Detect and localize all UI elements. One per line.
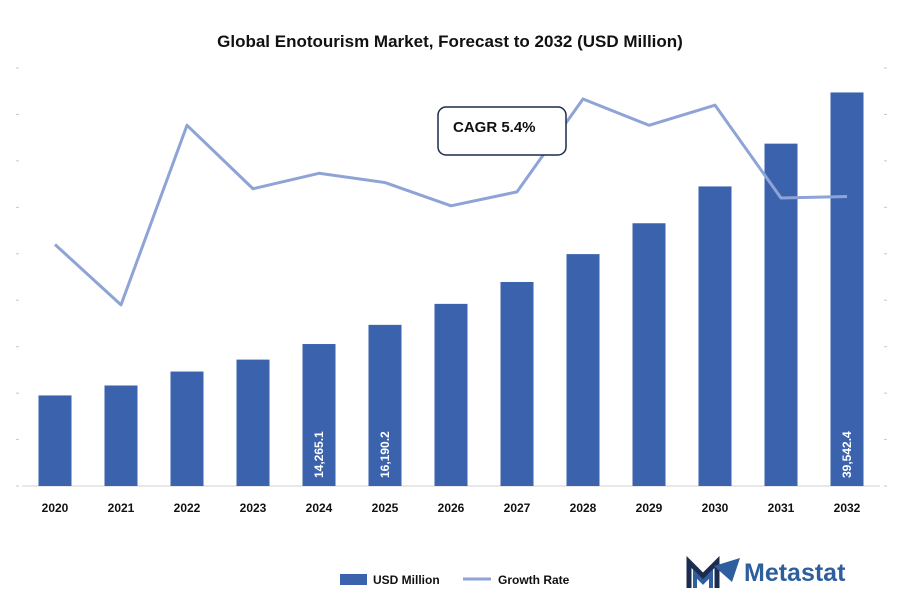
- bar-data-label: 16,190.2: [378, 431, 392, 478]
- x-tick-label: 2022: [174, 501, 201, 515]
- bar-2025: [368, 324, 402, 486]
- legend-label-growth-rate: Growth Rate: [498, 573, 570, 587]
- logo-m-inner: [693, 569, 713, 588]
- bar-2020: [38, 395, 72, 486]
- logo-arrow: [714, 558, 740, 582]
- x-tick-label: 2021: [108, 501, 135, 515]
- bar-2022: [170, 371, 204, 486]
- bar-2023: [236, 359, 270, 486]
- bar-2028: [566, 254, 600, 486]
- x-tick-label: 2026: [438, 501, 465, 515]
- bar-data-labels: 14,265.1 16,190.2 39,542.4: [312, 431, 854, 478]
- bar-2030: [698, 186, 732, 486]
- bar-2021: [104, 385, 138, 486]
- bar-2029: [632, 223, 666, 486]
- x-tick-label: 2032: [834, 501, 861, 515]
- legend-label-usd-million: USD Million: [373, 573, 440, 587]
- x-tick-label: 2029: [636, 501, 663, 515]
- bar-2026: [434, 303, 468, 486]
- x-tick-label: 2024: [306, 501, 333, 515]
- x-tick-label: 2020: [42, 501, 69, 515]
- chart-title: Global Enotourism Market, Forecast to 20…: [217, 32, 683, 51]
- bar-2024: [302, 344, 336, 486]
- legend: USD Million Growth Rate: [340, 573, 570, 587]
- metastat-logo: Metastat: [686, 555, 846, 588]
- x-tick-label: 2027: [504, 501, 531, 515]
- bar-series: [38, 92, 864, 486]
- bar-2032: [830, 92, 864, 486]
- x-tick-label: 2023: [240, 501, 267, 515]
- bar-data-label: 39,542.4: [840, 431, 854, 478]
- left-axis-ticks: [16, 67, 19, 487]
- growth-rate-series: [53, 97, 848, 307]
- x-tick-label: 2030: [702, 501, 729, 515]
- right-axis-ticks: [884, 67, 887, 487]
- metastat-m-mark: [686, 555, 740, 588]
- cagr-annotation: CAGR 5.4%: [437, 106, 567, 156]
- bar-data-label: 14,265.1: [312, 431, 326, 478]
- x-tick-label: 2028: [570, 501, 597, 515]
- legend-swatch-usd-million: [340, 574, 367, 585]
- bar-2031: [764, 143, 798, 486]
- x-tick-label: 2031: [768, 501, 795, 515]
- logo-m-outline: [686, 555, 720, 588]
- x-axis-tick-labels: 2020 2021 2022 2023 2024 2025 2026 2027 2028 2029…: [42, 501, 861, 515]
- cagr-box: [437, 106, 567, 156]
- logo-text: Metastat: [744, 559, 846, 587]
- x-tick-label: 2025: [372, 501, 399, 515]
- bar-2027: [500, 281, 534, 486]
- cagr-text: CAGR 5.4%: [453, 119, 536, 136]
